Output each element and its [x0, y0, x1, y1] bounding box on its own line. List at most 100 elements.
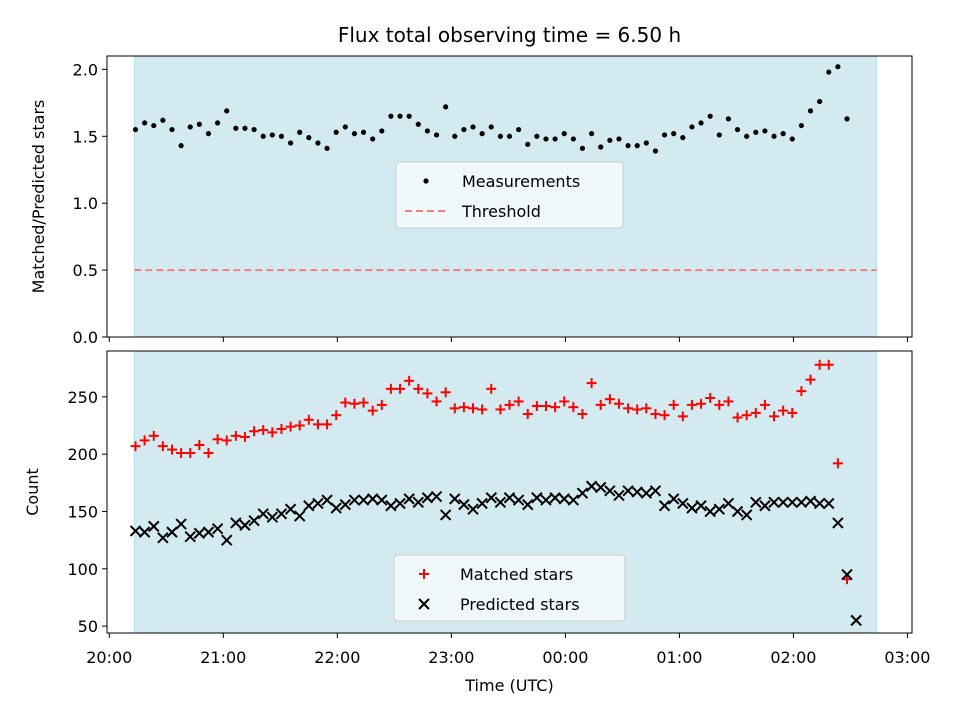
predicted-star-point: [731, 505, 744, 518]
predicted-star-point-b: [795, 496, 808, 509]
predicted-star-point-b: [522, 498, 534, 511]
matched-star-point: [486, 383, 497, 394]
matched-star-point: [404, 375, 415, 386]
predicted-star-point: [768, 496, 780, 509]
matched-star-point: [185, 448, 196, 459]
measurement-point: [543, 136, 549, 142]
bottom-y-tick-label: 150: [67, 502, 98, 521]
matched-star-point: [422, 388, 433, 399]
top-legend: Measurements Threshold: [395, 161, 624, 229]
measurement-point: [479, 131, 485, 137]
measurement-point: [224, 108, 230, 114]
x-tick-label: 01:00: [656, 648, 702, 667]
measurement-point: [461, 126, 467, 133]
matched-star-point: [522, 409, 533, 420]
predicted-star-point: [631, 486, 643, 498]
bottom-legend-box: [393, 554, 626, 622]
predicted-star-point: [823, 497, 835, 510]
predicted-star-point-b: [567, 494, 580, 506]
top-y-tick-label: 0.0: [73, 328, 98, 347]
predicted-star-point: [595, 481, 607, 494]
predicted-star-point: [740, 509, 753, 521]
predicted-star-point: [531, 492, 543, 504]
predicted-star-point-b: [129, 525, 142, 537]
predicted-star-point-b: [412, 496, 424, 509]
matched-star-point: [750, 407, 761, 418]
predicted-star-point-b: [485, 492, 497, 504]
legend-plus: [419, 569, 429, 579]
predicted-star-point-b: [449, 493, 461, 505]
measurement-point: [616, 136, 622, 142]
measurement-point: [534, 133, 540, 139]
measurement-point: [771, 133, 777, 139]
predicted-star-point-b: [330, 502, 342, 514]
predicted-star-point-b: [357, 494, 370, 506]
predicted-star-point-b: [558, 493, 570, 505]
predicted-star-point-b: [366, 493, 379, 505]
predicted-star-point-b: [467, 503, 479, 515]
matched-star-point: [294, 420, 305, 431]
matched-star-point: [650, 409, 661, 420]
matched-star-point: [331, 410, 342, 421]
predicted-star-point: [403, 493, 415, 505]
measurement-point: [488, 124, 494, 130]
measurement-point: [671, 131, 677, 137]
x-tick-label: 23:00: [428, 648, 474, 667]
predicted-star-point-b: [211, 522, 224, 535]
measurement-point: [525, 141, 531, 147]
top-x-ticks: [108, 337, 908, 342]
predicted-star-point: [686, 502, 698, 514]
legend-label-matched: Matched stars: [460, 565, 573, 584]
matched-star-point: [604, 394, 615, 405]
predicted-star-point-b: [740, 509, 753, 521]
predicted-star-point: [677, 497, 689, 510]
predicted-star-point: [376, 494, 388, 506]
matched-star-point: [586, 378, 597, 389]
matched-star-point: [249, 426, 260, 437]
matched-star-point: [367, 405, 378, 416]
predicted-star-point-b: [531, 492, 543, 504]
matched-star-point: [477, 404, 488, 415]
predicted-star-point-b: [622, 485, 634, 497]
measurement-point: [397, 113, 403, 119]
predicted-star-point: [750, 496, 762, 509]
measurement-point: [607, 137, 613, 143]
matched-star-point: [550, 402, 561, 413]
measurement-point: [205, 131, 212, 137]
predicted-star-point: [759, 500, 771, 512]
measurement-point: [598, 144, 604, 150]
predicted-star-point-b: [823, 497, 835, 510]
predicted-star-point-b: [476, 497, 488, 510]
x-tick-label: 00:00: [542, 648, 588, 667]
matched-star-point: [349, 398, 360, 409]
predicted-star-point: [841, 568, 853, 581]
bottom-y-tick-label: 100: [67, 560, 98, 579]
legend-cross-b: [418, 598, 430, 610]
matched-star-point: [677, 411, 688, 422]
predicted-star-point-b: [430, 490, 443, 503]
predicted-star-point-b: [394, 497, 406, 510]
predicted-star-point: [485, 492, 497, 504]
x-tick-label: 22:00: [314, 648, 360, 667]
matched-star-point: [732, 412, 743, 423]
measurement-point: [287, 140, 294, 146]
measurement-point: [160, 117, 166, 123]
matched-star-point: [385, 383, 396, 394]
legend-label-threshold: Threshold: [461, 202, 541, 221]
predicted-star-point-b: [239, 519, 251, 531]
matched-star-point: [312, 419, 323, 430]
measurement-point: [142, 120, 148, 126]
measurement-point: [716, 132, 722, 138]
matched-star-point: [431, 396, 442, 407]
measurement-point: [570, 136, 576, 142]
predicted-star-point-b: [257, 508, 269, 520]
matched-star-point: [194, 440, 205, 450]
measurement-point: [835, 64, 841, 70]
predicted-star-point-b: [841, 568, 853, 581]
predicted-star-point: [576, 487, 589, 499]
predicted-star-point-b: [138, 526, 151, 538]
legend-marker-measurements: [423, 178, 429, 184]
measurement-point: [807, 108, 814, 114]
matched-star-point: [449, 403, 460, 414]
predicted-star-point: [786, 496, 798, 509]
